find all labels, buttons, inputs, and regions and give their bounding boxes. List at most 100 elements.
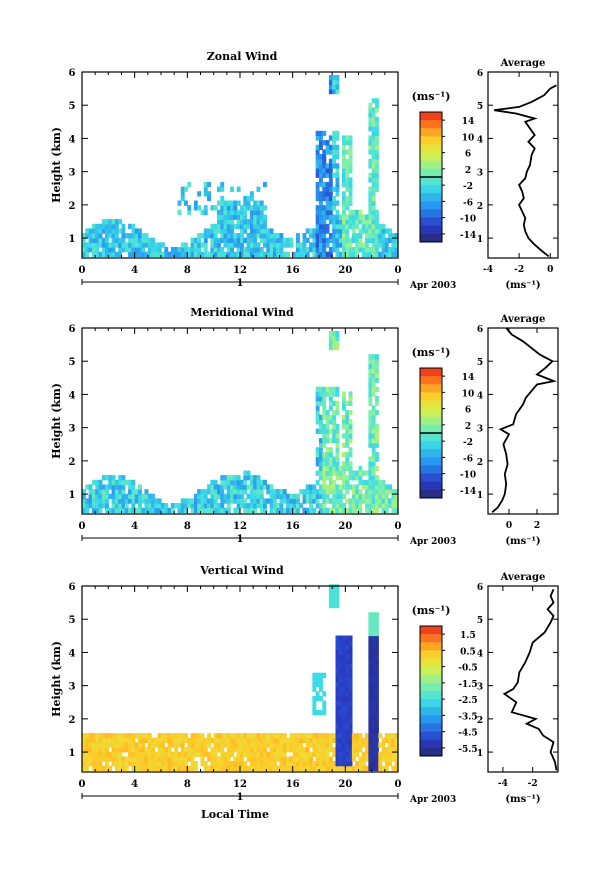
- heatmap-cell: [226, 200, 231, 206]
- heatmap-cell: [236, 237, 241, 243]
- heatmap-cell: [197, 747, 202, 753]
- heatmap-cell: [121, 228, 126, 234]
- heatmap-cell: [355, 209, 360, 216]
- heatmap-cell: [361, 247, 366, 253]
- heatmap-cell: [296, 742, 300, 748]
- average-x-tick-label: -4: [498, 779, 508, 789]
- heatmap-cell: [292, 765, 297, 771]
- heatmap-cell: [348, 507, 353, 513]
- heatmap-cell: [184, 503, 188, 509]
- heatmap-cell: [378, 498, 383, 504]
- heatmap-cell: [368, 470, 373, 476]
- y-axis-label: Height (km): [50, 127, 63, 203]
- heatmap-cell: [141, 751, 146, 757]
- heatmap-cell: [263, 228, 267, 234]
- heatmap-cell: [240, 503, 244, 509]
- heatmap-cell: [128, 742, 132, 748]
- heatmap-cell: [342, 737, 346, 744]
- heatmap-cell: [223, 479, 228, 486]
- heatmap-cell: [177, 507, 182, 513]
- heatmap-cell: [279, 756, 284, 762]
- heatmap-cell: [342, 414, 346, 420]
- heatmap-cell: [371, 214, 376, 220]
- heatmap-cell: [187, 742, 192, 748]
- colorbar-swatch: [420, 193, 442, 202]
- heatmap-cell: [230, 493, 234, 499]
- heatmap-cell: [207, 233, 211, 239]
- heatmap-cell: [210, 737, 215, 744]
- heatmap-cell: [328, 589, 333, 595]
- heatmap-cell: [246, 493, 251, 499]
- heatmap-cell: [388, 498, 392, 504]
- heatmap-cell: [223, 737, 228, 744]
- heatmap-cell: [269, 489, 274, 495]
- heatmap-cell: [305, 761, 310, 767]
- heatmap-cell: [101, 751, 106, 757]
- heatmap-cell: [220, 503, 225, 509]
- heatmap-cell: [325, 200, 330, 206]
- heatmap-cell: [371, 419, 376, 425]
- heatmap-cell: [279, 242, 284, 248]
- heatmap-cell: [361, 470, 366, 476]
- heatmap-cell: [210, 228, 215, 234]
- heatmap-cell: [282, 751, 287, 757]
- heatmap-cell: [147, 242, 152, 248]
- heatmap-cell: [98, 489, 103, 495]
- heatmap-cell: [338, 470, 343, 476]
- heatmap-cell: [114, 751, 119, 757]
- average-y-tick-label: 3: [477, 683, 483, 693]
- heatmap-cell: [259, 251, 264, 257]
- heatmap-cell: [361, 742, 366, 748]
- heatmap-cell: [335, 668, 340, 674]
- heatmap-cell: [259, 742, 264, 748]
- heatmap-cell: [243, 228, 248, 234]
- heatmap-cell: [328, 447, 333, 453]
- heatmap-cell: [391, 756, 396, 762]
- heatmap-cell: [269, 756, 274, 762]
- heatmap-cell: [144, 747, 149, 753]
- heatmap-cell: [276, 242, 281, 248]
- heatmap-cell: [381, 507, 386, 513]
- heatmap-cell: [315, 209, 320, 216]
- y-tick-label: 3: [69, 168, 76, 179]
- heatmap-cell: [210, 247, 215, 253]
- heatmap-cell: [246, 219, 251, 225]
- heatmap-cell: [368, 428, 373, 434]
- heatmap-cell: [345, 205, 350, 211]
- heatmap-cell: [365, 503, 369, 509]
- heatmap-cell: [332, 765, 337, 771]
- heatmap-cell: [91, 233, 96, 239]
- heatmap-cell: [259, 219, 264, 225]
- heatmap-cell: [279, 498, 284, 504]
- heatmap-cell: [161, 747, 165, 753]
- heatmap-cell: [358, 761, 363, 767]
- heatmap-cell: [230, 765, 234, 771]
- heatmap-cell: [269, 733, 274, 739]
- heatmap-cell: [220, 237, 225, 243]
- heatmap-cell: [342, 237, 346, 243]
- heatmap-cell: [203, 233, 208, 239]
- heatmap-cell: [351, 733, 356, 739]
- heatmap-cell: [371, 386, 376, 393]
- heatmap-cell: [322, 498, 327, 504]
- heatmap-cell: [151, 247, 155, 253]
- colorbar-tick-label: -2.5: [458, 696, 477, 706]
- colorbar-tick-label: -14: [460, 487, 476, 497]
- heatmap-cell: [325, 507, 330, 513]
- heatmap-cell: [111, 237, 116, 243]
- heatmap-cell: [180, 247, 185, 253]
- heatmap-cell: [322, 391, 327, 397]
- heatmap-cell: [355, 747, 360, 753]
- heatmap-cell: [207, 751, 211, 757]
- heatmap-cell: [243, 237, 248, 243]
- heatmap-cell: [345, 465, 350, 472]
- heatmap-cell: [332, 130, 337, 137]
- heatmap-cell: [328, 484, 333, 490]
- heatmap-cell: [243, 751, 248, 757]
- heatmap-cell: [368, 691, 373, 697]
- heatmap-cell: [141, 233, 146, 239]
- heatmap-cell: [384, 484, 389, 490]
- heatmap-cell: [371, 247, 376, 253]
- heatmap-cell: [240, 733, 244, 739]
- heatmap-cell: [276, 503, 281, 509]
